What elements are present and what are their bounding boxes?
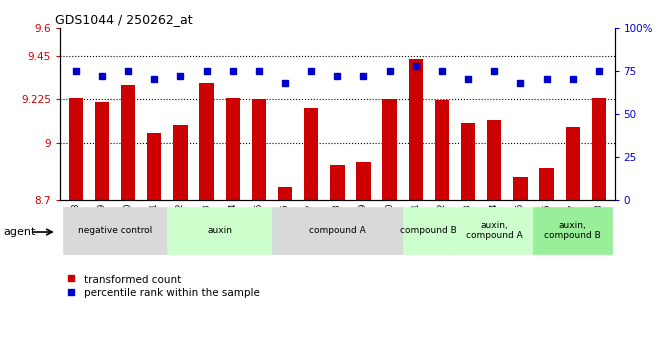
Text: auxin,
compound B: auxin, compound B xyxy=(544,220,601,240)
Bar xyxy=(566,127,580,200)
Bar xyxy=(592,98,606,200)
Bar xyxy=(272,207,403,254)
Text: auxin,
compound A: auxin, compound A xyxy=(466,220,522,240)
Bar xyxy=(199,83,214,200)
Bar xyxy=(403,207,455,254)
Bar xyxy=(534,207,612,254)
Text: auxin: auxin xyxy=(207,226,232,235)
Bar xyxy=(539,168,554,200)
Bar xyxy=(304,108,319,200)
Bar xyxy=(356,162,371,200)
Bar xyxy=(69,98,83,200)
Bar xyxy=(63,207,168,254)
Bar xyxy=(147,133,162,200)
Bar xyxy=(173,125,188,200)
Bar xyxy=(487,120,502,200)
Bar xyxy=(252,99,266,200)
Bar xyxy=(226,98,240,200)
Text: compound B: compound B xyxy=(401,226,458,235)
Bar xyxy=(455,207,534,254)
Bar xyxy=(435,100,449,200)
Bar xyxy=(330,165,345,200)
Bar xyxy=(121,85,136,200)
Text: negative control: negative control xyxy=(78,226,152,235)
Bar xyxy=(409,59,423,200)
Bar xyxy=(513,177,528,200)
Text: agent: agent xyxy=(3,227,35,237)
Bar xyxy=(278,187,292,200)
Bar xyxy=(168,207,272,254)
Text: GDS1044 / 250262_at: GDS1044 / 250262_at xyxy=(55,13,192,27)
Bar xyxy=(95,102,109,200)
Bar xyxy=(383,99,397,200)
Bar xyxy=(461,124,476,200)
Text: compound A: compound A xyxy=(309,226,365,235)
Legend: transformed count, percentile rank within the sample: transformed count, percentile rank withi… xyxy=(65,274,260,298)
